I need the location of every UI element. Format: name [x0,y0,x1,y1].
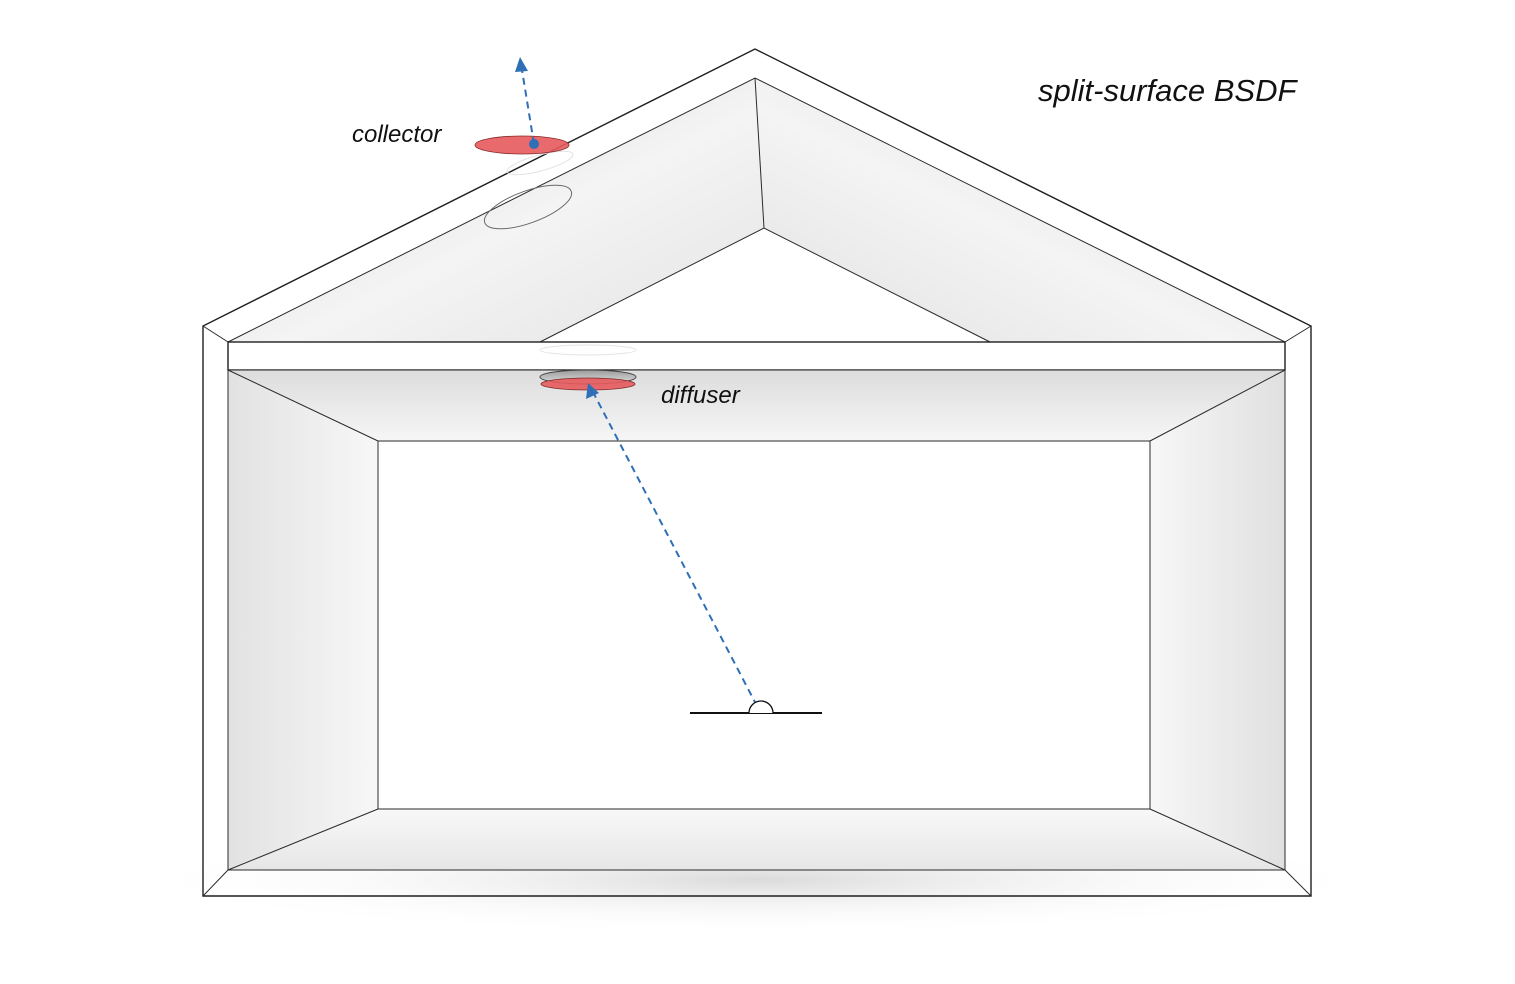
ray-lower-arrowhead [586,383,599,399]
collector-surface [474,135,570,155]
slab-port-ghost [539,344,637,356]
ray-upper-arrowhead [515,57,528,72]
room-left-wall [228,370,378,870]
house-outline [202,48,1312,897]
slab-band [227,341,1286,371]
room-ceiling [228,370,1285,441]
attic-left-roof-surface [228,78,764,342]
room-right-wall [1150,370,1285,870]
collector-label: collector [352,121,442,148]
floor-slab [227,341,1286,371]
collector [474,135,570,155]
diffuser [539,369,637,391]
room-interior [227,369,1286,871]
diagram-title: split-surface BSDF [1038,73,1298,108]
house-shell [202,48,1312,897]
ray-collector-to-sky [521,69,535,145]
room-back-wall [378,441,1150,809]
room-edges [227,369,1286,871]
sensor-hemisphere-icon [690,700,822,714]
roof-port-outline [483,184,573,230]
ray-sensor-to-diffuser [593,393,758,707]
rays [515,57,758,707]
attic-interior [227,77,1286,343]
attic-edges [227,77,1286,343]
sensor-hemisphere [748,700,774,714]
house-front-edge [202,325,1312,897]
room-floor [228,809,1285,870]
attic-back-wall [540,228,990,342]
roof-port-ghost [506,150,574,176]
diffuser-label: diffuser [661,382,741,409]
